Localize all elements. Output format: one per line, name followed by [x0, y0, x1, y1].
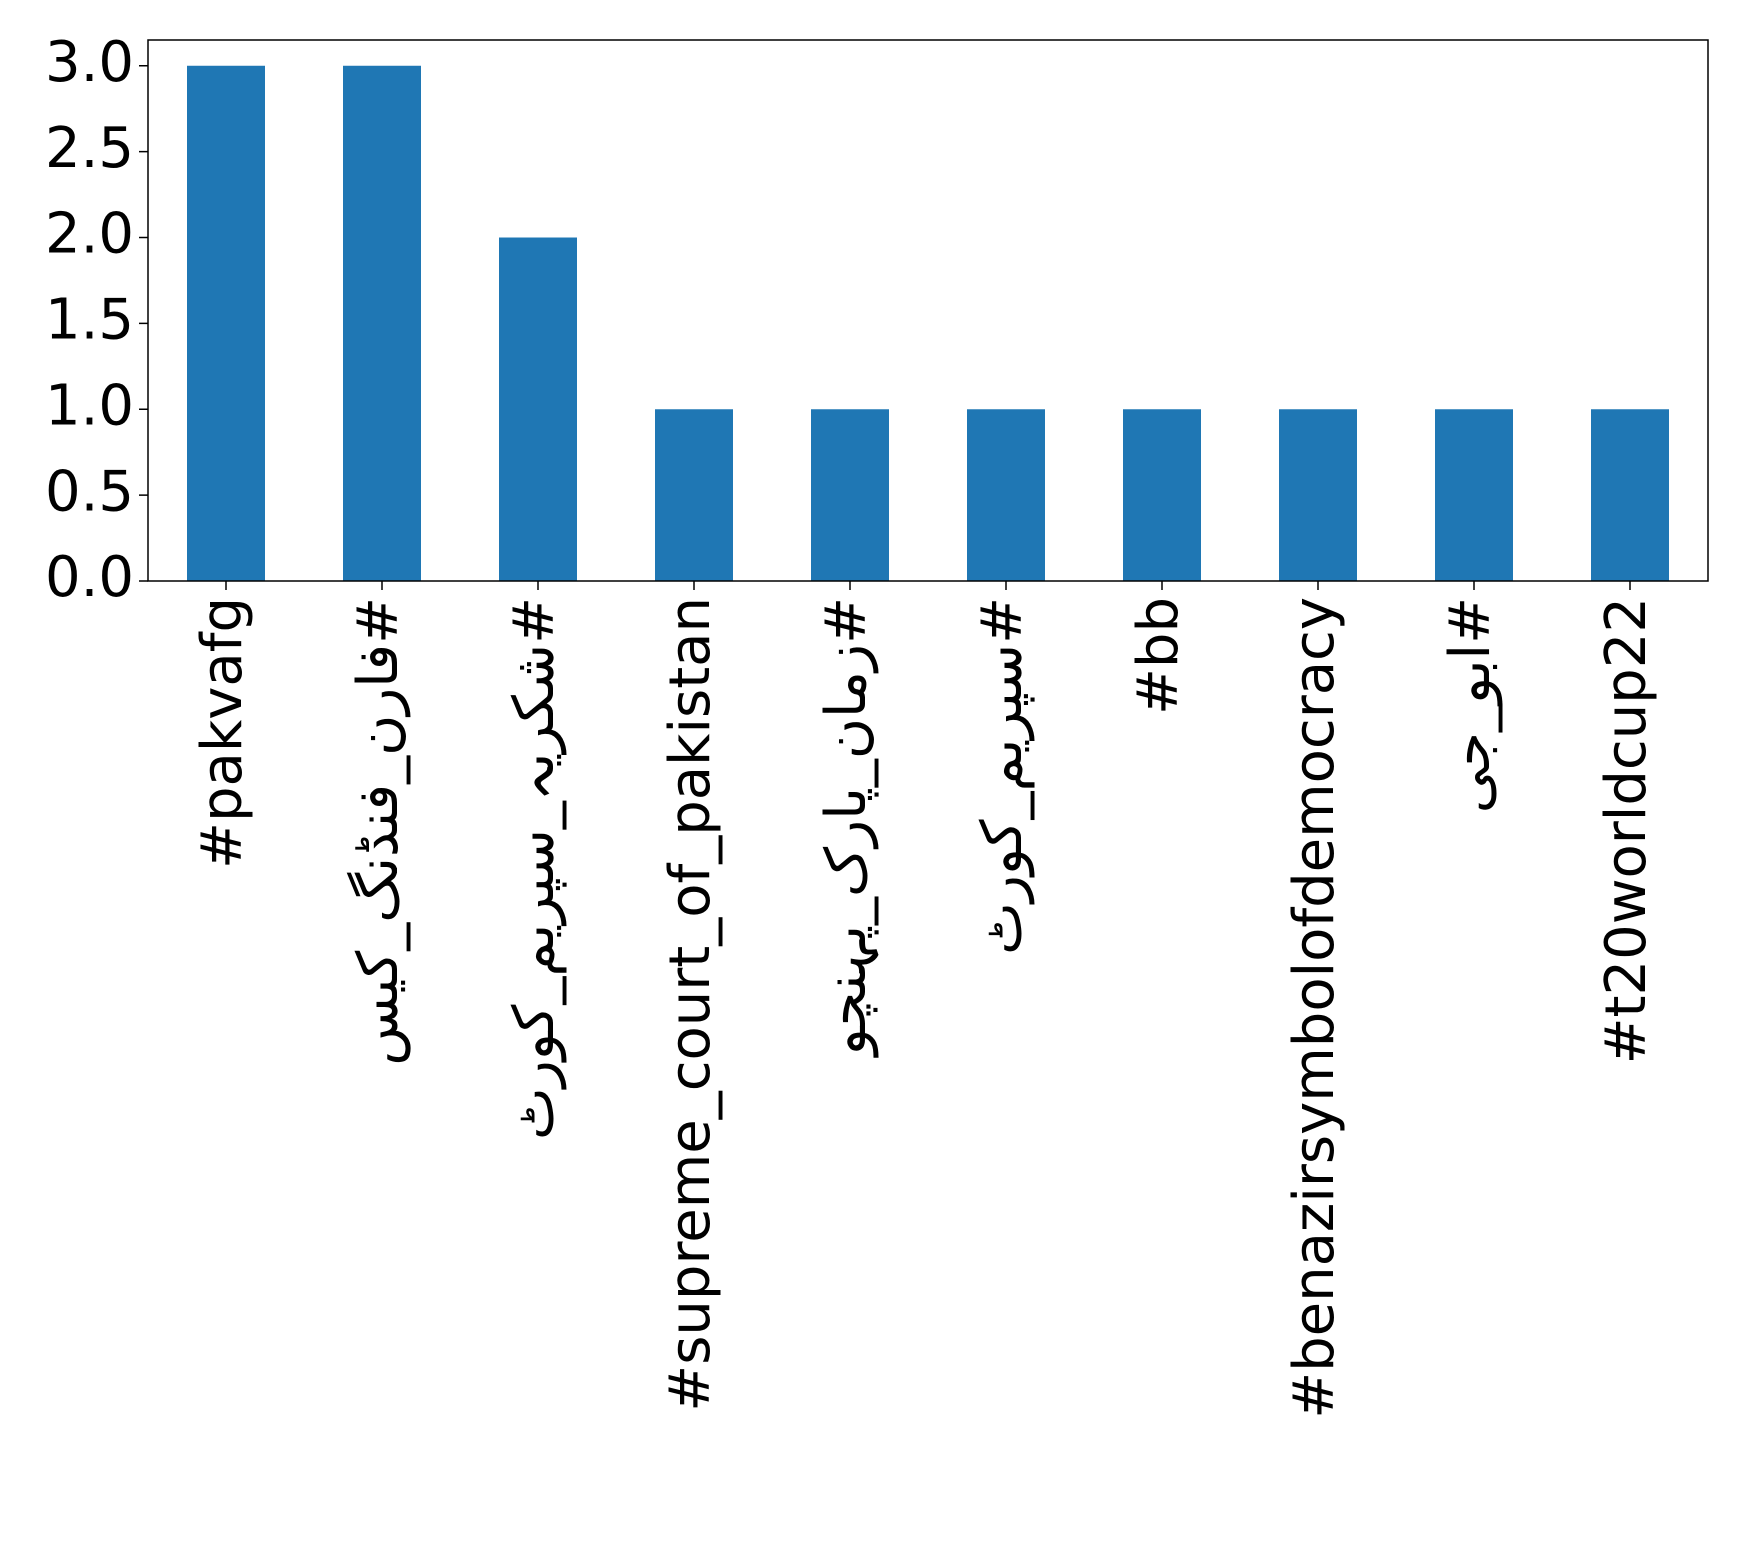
x-tick-label: #benazirsymbolofdemocracy — [1282, 597, 1347, 1419]
x-tick-label: #فارن_فنڈنگ_کیس — [346, 597, 411, 1066]
x-tick-label: #t20worldcup22 — [1594, 597, 1659, 1064]
bar — [187, 65, 265, 581]
y-tick-label: 1.5 — [45, 288, 134, 353]
y-tick-label: 0.5 — [45, 459, 134, 524]
bar — [343, 65, 421, 581]
x-tick-label: #زمان_پارک_پہنچو — [814, 597, 879, 1058]
y-tick-label: 2.0 — [45, 202, 134, 267]
bar — [1279, 409, 1357, 581]
bar — [655, 409, 733, 581]
bar — [499, 237, 577, 581]
x-tick-label: #supreme_court_of_pakistan — [658, 597, 723, 1412]
x-tick-label: #ابو_جی — [1438, 597, 1503, 813]
x-tick-label: #سپریم_کورٹ — [970, 597, 1035, 955]
bar — [967, 409, 1045, 581]
y-tick-label: 3.0 — [45, 30, 134, 95]
x-tick-label: #pakvafg — [190, 597, 255, 869]
y-tick-label: 0.0 — [45, 545, 134, 610]
bar — [1591, 409, 1669, 581]
bar — [1435, 409, 1513, 581]
x-tick-label: #شکریہ_سپریم_کورٹ — [502, 597, 567, 1140]
bar — [811, 409, 889, 581]
bar — [1123, 409, 1201, 581]
plot-frame — [147, 39, 1709, 582]
y-tick-label: 1.0 — [45, 373, 134, 438]
x-tick-label: #bb — [1126, 597, 1191, 715]
y-tick-label: 2.5 — [45, 116, 134, 181]
